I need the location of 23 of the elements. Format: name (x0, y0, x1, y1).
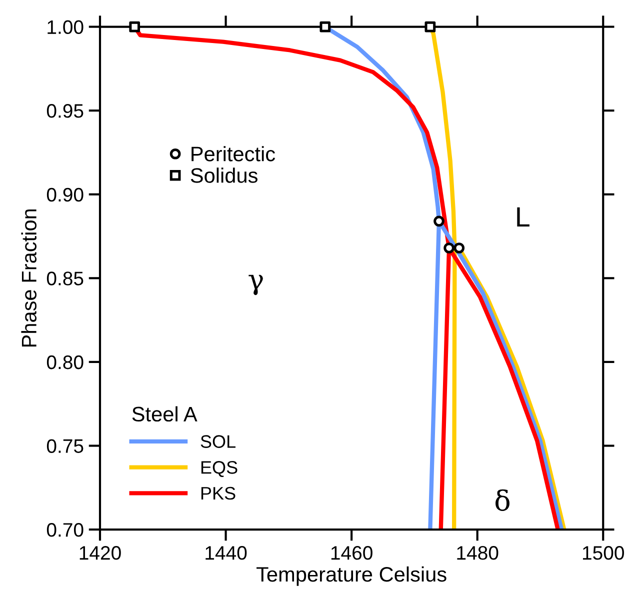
legend-label: SOL (200, 435, 236, 448)
y-tick-label: 0.85 (46, 272, 84, 286)
annotation: γ (248, 274, 263, 296)
y-axis-title: Phase Fraction (21, 209, 37, 347)
y-tick-label: 0.70 (46, 523, 84, 537)
legend-label: Solidus (190, 168, 258, 183)
legend-label: Peritectic (192, 146, 276, 162)
y-tick-label: 0.75 (46, 439, 84, 453)
legend-label: EQS (201, 461, 238, 478)
x-tick-label: 1420 (80, 546, 121, 560)
annotation: δ (496, 489, 510, 511)
x-axis-title: Temperature Celsius (256, 566, 446, 586)
annotation: L (517, 207, 530, 227)
legend-label: PKS (201, 486, 236, 500)
x-tick-label: 1480 (457, 546, 498, 560)
x-tick-label: 1460 (331, 546, 372, 560)
x-tick-label: 1440 (206, 546, 247, 560)
y-tick-label: 1.00 (48, 20, 84, 34)
y-tick-label: 0.95 (46, 104, 84, 118)
legend-title: Steel A (132, 406, 198, 422)
x-tick-label: 1500 (582, 546, 624, 560)
y-tick-label: 0.80 (46, 355, 84, 370)
y-tick-label: 0.90 (46, 188, 84, 202)
